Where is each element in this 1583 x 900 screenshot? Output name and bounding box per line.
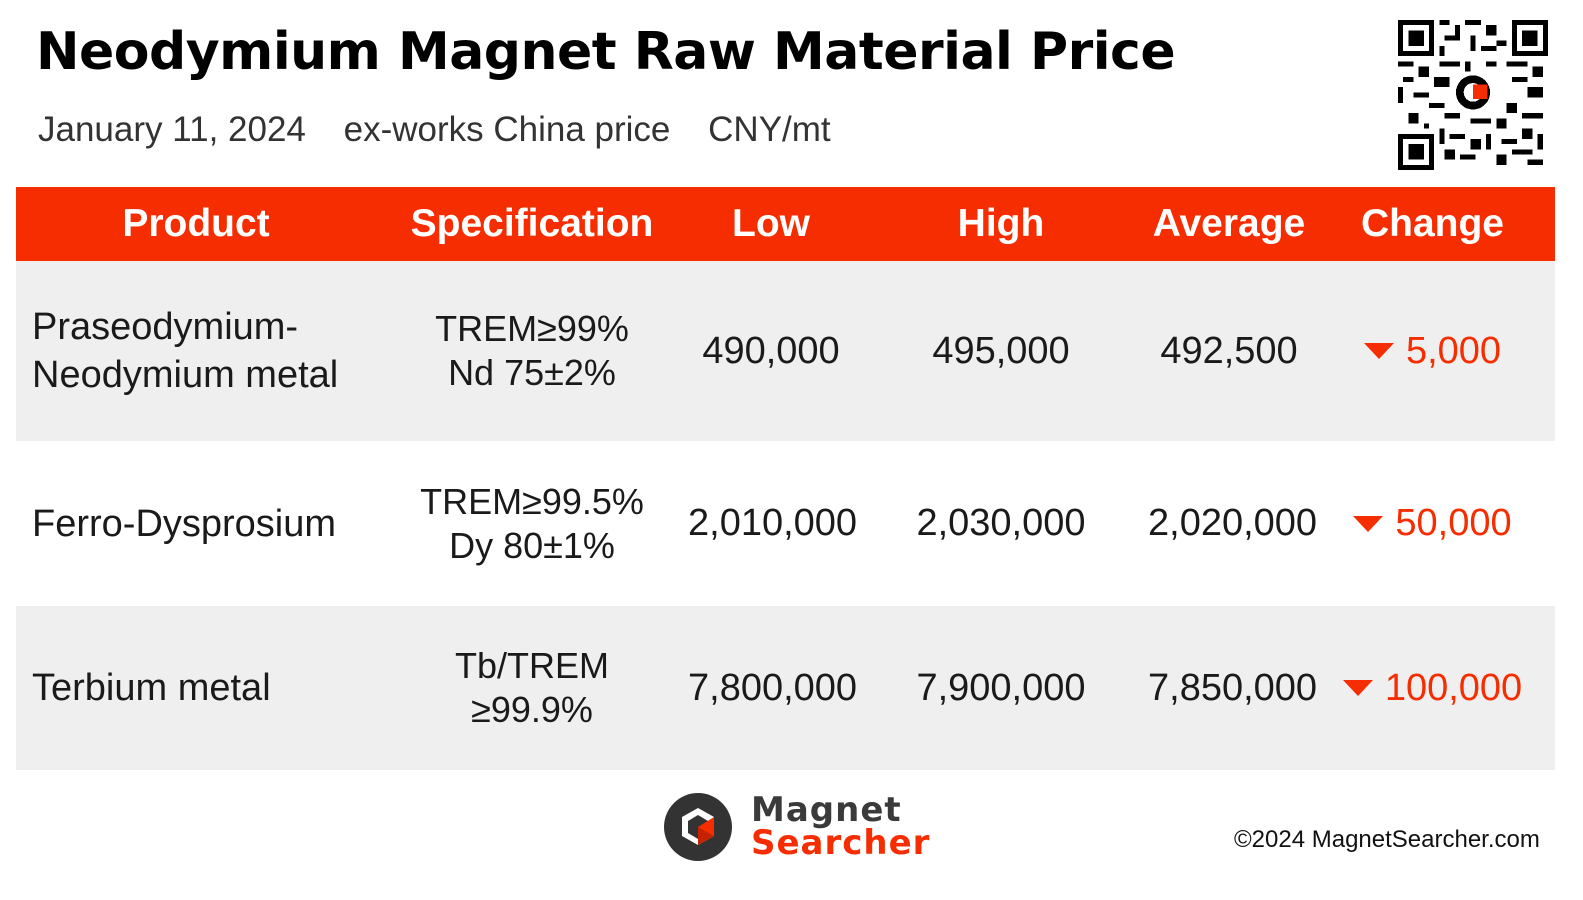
- spec-cell: TREM≥99.5% Dy 80±1%: [376, 480, 688, 568]
- brand-logo[interactable]: Magnet Searcher: [663, 792, 930, 862]
- spec-cell: Tb/TREM ≥99.9%: [376, 644, 688, 732]
- table-row: Praseodymium- Neodymium metal TREM≥99% N…: [16, 261, 1555, 441]
- low-price: 7,800,000: [688, 666, 858, 709]
- high-price: 7,900,000: [916, 666, 1086, 709]
- triangle-down-icon: [1342, 680, 1373, 696]
- magnet-searcher-logo-icon: [664, 793, 732, 861]
- spec-line: Nd 75±2%: [448, 352, 616, 393]
- subtitle: January 11, 2024 ex-works China price CN…: [38, 110, 859, 150]
- change-value: 5,000: [1405, 329, 1502, 372]
- low-price: 490,000: [702, 329, 840, 372]
- change-value: 50,000: [1395, 502, 1512, 544]
- brand-line-1: Magnet: [751, 790, 902, 830]
- qr-code-icon[interactable]: [1398, 20, 1548, 170]
- price-basis: ex-works China price: [343, 110, 671, 149]
- change-cell: 50,000: [1310, 502, 1555, 545]
- average-price: 492,500: [1160, 329, 1298, 372]
- average-price: 7,850,000: [1148, 666, 1318, 709]
- table-header: Product Specification Low High Average C…: [16, 187, 1555, 261]
- col-product: Product: [122, 202, 270, 245]
- spec-line: Tb/TREM: [454, 645, 609, 686]
- col-specification: Specification: [410, 202, 654, 245]
- brand-line-2: Searcher: [751, 823, 931, 863]
- spec-cell: TREM≥99% Nd 75±2%: [376, 307, 688, 395]
- col-change: Change: [1360, 202, 1504, 245]
- brand-wordmark: Magnet Searcher: [751, 790, 931, 863]
- spec-line: Dy 80±1%: [449, 524, 615, 566]
- change-value: 100,000: [1384, 666, 1523, 709]
- table-row: Terbium metal Tb/TREM ≥99.9% 7,800,000 7…: [16, 606, 1555, 770]
- low-price: 2,010,000: [688, 502, 858, 544]
- triangle-down-icon: [1363, 343, 1394, 359]
- spec-line: ≥99.9%: [471, 689, 593, 730]
- product-name: Neodymium metal: [32, 354, 339, 396]
- table-row: Ferro-Dysprosium TREM≥99.5% Dy 80±1% 2,0…: [16, 441, 1555, 606]
- col-low: Low: [732, 202, 810, 245]
- spec-line: TREM≥99.5%: [420, 480, 644, 522]
- change-cell: 5,000: [1310, 330, 1555, 373]
- product-name: Terbium metal: [32, 667, 271, 709]
- col-high: High: [957, 202, 1045, 245]
- page-title: Neodymium Magnet Raw Material Price: [36, 22, 1176, 82]
- high-price: 2,030,000: [916, 502, 1086, 544]
- product-cell: Praseodymium- Neodymium metal: [16, 303, 376, 399]
- product-name: Praseodymium-: [32, 306, 299, 348]
- col-average: Average: [1152, 202, 1306, 245]
- price-date: January 11, 2024: [38, 110, 306, 149]
- product-name: Ferro-Dysprosium: [32, 502, 337, 545]
- average-price: 2,020,000: [1148, 502, 1318, 544]
- price-unit: CNY/mt: [708, 110, 831, 149]
- product-cell: Terbium metal: [16, 664, 376, 712]
- spec-line: TREM≥99%: [435, 308, 629, 349]
- change-cell: 100,000: [1310, 667, 1555, 710]
- triangle-down-icon: [1353, 515, 1384, 532]
- high-price: 495,000: [932, 329, 1070, 372]
- product-cell: Ferro-Dysprosium: [16, 500, 376, 548]
- copyright: ©2024 MagnetSearcher.com: [1234, 826, 1540, 853]
- price-table: Product Specification Low High Average C…: [16, 187, 1555, 770]
